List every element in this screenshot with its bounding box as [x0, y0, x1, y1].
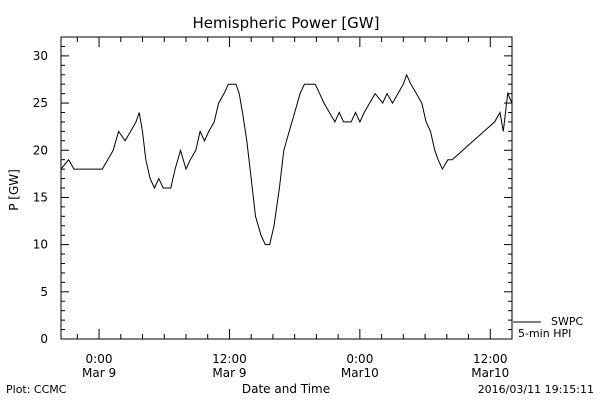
x-tick-time-label: 0:00 — [86, 352, 113, 366]
chart-title: Hemispheric Power [GW] — [193, 14, 380, 32]
y-tick-label: 20 — [33, 143, 48, 157]
y-tick-label: 30 — [33, 49, 48, 63]
y-tick-label: 25 — [33, 96, 48, 110]
legend-source: SWPC — [551, 315, 583, 328]
y-axis-tick-labels: 0 5 10 15 20 25 30 — [33, 49, 48, 346]
x-axis-label: Date and Time — [242, 382, 330, 396]
x-tick-date-label: Mar 9 — [212, 366, 246, 380]
x-tick-date-label: Mar10 — [341, 366, 379, 380]
plot-frame — [60, 36, 513, 340]
footer-plot-credit: Plot: CCMC — [6, 383, 67, 396]
y-axis-ticks — [61, 36, 512, 340]
x-tick-time-label: 12:00 — [473, 352, 508, 366]
series-layer — [61, 73, 512, 246]
x-axis-ticks — [76, 37, 513, 339]
x-tick-time-label: 0:00 — [346, 352, 373, 366]
y-tick-label: 5 — [40, 285, 48, 299]
x-tick-date-label: Mar 9 — [82, 366, 116, 380]
y-tick-label: 0 — [40, 332, 48, 346]
y-tick-label: 15 — [33, 190, 48, 204]
x-tick-time-label: 12:00 — [212, 352, 247, 366]
y-tick-label: 10 — [33, 238, 48, 252]
footer-timestamp: 2016/03/11 19:15:11 — [478, 383, 594, 396]
x-tick-date-label: Mar10 — [471, 366, 509, 380]
series-line-swpc — [61, 73, 512, 246]
legend-label: 5-min HPI — [518, 327, 571, 340]
y-axis-label: P [GW] — [7, 169, 21, 211]
